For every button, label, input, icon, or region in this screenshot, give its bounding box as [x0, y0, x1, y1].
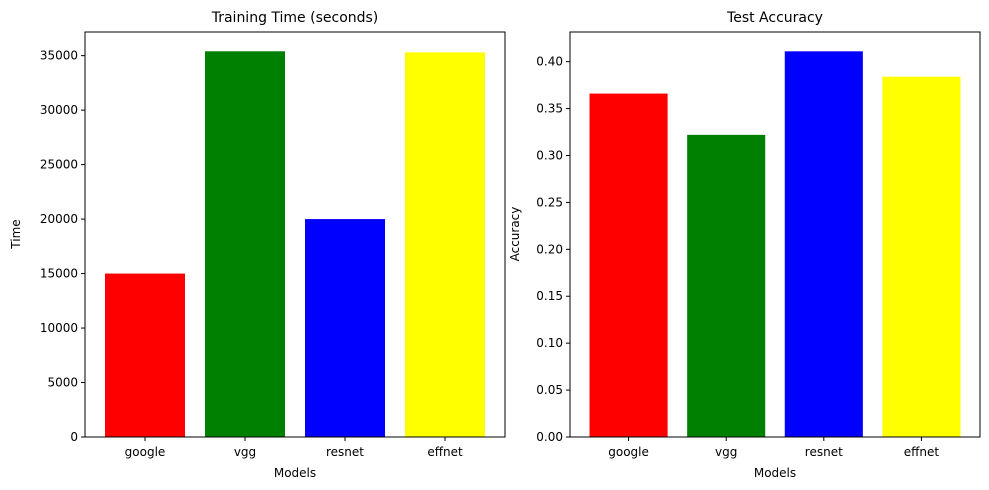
x-tick-label: resnet: [326, 445, 364, 459]
chart-title: Test Accuracy: [726, 10, 823, 26]
x-ticks: google vgg resnet effnet: [608, 437, 939, 459]
plot-frame: [569, 31, 981, 438]
y-tick-label: 0.05: [536, 383, 563, 397]
x-axis-label: Models: [274, 466, 316, 480]
y-tick-label: 5000: [47, 376, 78, 390]
y-ticks: 0.00 0.05 0.10 0.15 0.20 0.25 0.30 0.35 0.40: [536, 55, 570, 444]
x-tick-label: google: [125, 445, 166, 459]
x-tick-label: vgg: [234, 445, 256, 459]
bars: [105, 51, 485, 438]
y-tick-label: 25000: [40, 158, 78, 172]
y-tick-label: 0.10: [536, 336, 563, 350]
y-tick-label: 20000: [40, 212, 78, 226]
x-tick-label: effnet: [904, 445, 940, 459]
x-axis-label: Models: [754, 466, 796, 480]
y-tick-label: 0.40: [536, 55, 563, 69]
x-ticks: google vgg resnet effnet: [125, 437, 463, 459]
y-tick-label: 0: [70, 430, 78, 444]
y-ticks: 0 5000 10000 15000 20000 25000 30000 35000: [40, 49, 85, 444]
x-tick-label: google: [608, 445, 649, 459]
y-tick-label: 0.00: [536, 430, 563, 444]
y-tick-label: 0.30: [536, 148, 563, 162]
chart-title: Training Time (seconds): [211, 10, 379, 26]
bar-effnet: [405, 52, 485, 437]
bar-vgg: [205, 51, 285, 438]
x-tick-label: resnet: [805, 445, 843, 459]
bars: [589, 51, 961, 438]
x-tick-label: vgg: [715, 445, 737, 459]
bar-resnet: [305, 219, 385, 437]
y-tick-label: 0.25: [536, 195, 563, 209]
y-tick-label: 0.35: [536, 102, 563, 116]
bar-vgg: [687, 134, 766, 438]
bar-resnet: [784, 51, 863, 438]
x-tick-label: effnet: [427, 445, 463, 459]
bar-google: [105, 273, 185, 437]
y-tick-label: 35000: [40, 49, 78, 63]
y-tick-label: 0.15: [536, 289, 563, 303]
chart-test-accuracy: Test Accuracy Models Accuracy 0.000.050.…: [508, 10, 981, 480]
plot-frame: [84, 31, 506, 438]
bar-effnet: [882, 76, 961, 438]
y-tick-label: 0.20: [536, 242, 563, 256]
y-tick-label: 30000: [40, 103, 78, 117]
y-tick-label: 15000: [40, 267, 78, 281]
chart-training-time: Training Time (seconds) Models Time 0 500…: [9, 10, 506, 480]
y-axis-label: Time: [9, 219, 23, 249]
bar-google: [589, 93, 668, 437]
y-axis-label: Accuracy: [508, 207, 522, 262]
y-tick-label: 10000: [40, 321, 78, 335]
